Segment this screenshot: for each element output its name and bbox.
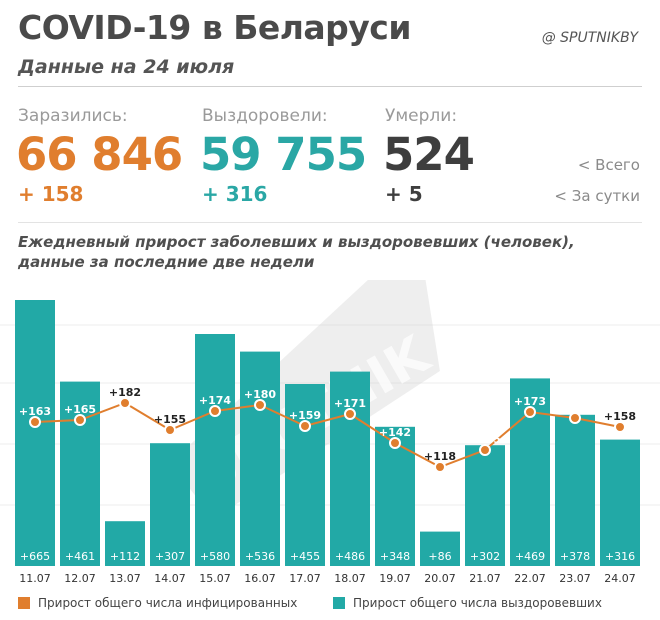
- infected-label: +163: [19, 405, 51, 418]
- recovered-bar: [60, 381, 100, 566]
- recovered-total: 59 755: [200, 128, 367, 181]
- recovered-label: +302: [470, 550, 500, 563]
- infected-point: [74, 414, 86, 426]
- header-divider: [18, 86, 642, 87]
- infected-point: [119, 397, 131, 409]
- infected-label: +155: [154, 413, 186, 426]
- recovered-label: +378: [560, 550, 590, 563]
- chart-title-line-1: Ежедневный прирост заболевших и выздоров…: [18, 233, 575, 251]
- infected-label: +158: [604, 410, 636, 423]
- x-tick-label: 14.07: [154, 572, 186, 585]
- died-total: 524: [383, 128, 475, 181]
- recovered-label: +580: [200, 550, 230, 563]
- recovered-label: +665: [20, 550, 50, 563]
- x-tick-label: 15.07: [199, 572, 231, 585]
- x-tick-label: 16.07: [244, 572, 276, 585]
- recovered-label: +307: [155, 550, 185, 563]
- recovered-bar: [150, 443, 190, 566]
- recovered-bar: [600, 439, 640, 566]
- recovered-bar: [465, 445, 505, 566]
- infected-label: +174: [199, 394, 232, 407]
- infected-point: [524, 406, 536, 418]
- x-tick-label: 11.07: [19, 572, 51, 585]
- legend-infected-label: Прирост общего числа инфицированных: [38, 596, 298, 610]
- daily-growth-chart: SPUTNIK+163+165+182+155+174+180+159+171+…: [0, 280, 660, 585]
- recovered-bar: [240, 351, 280, 566]
- recovered-bar: [555, 414, 595, 566]
- infected-point: [209, 405, 221, 417]
- infected-label: +180: [244, 388, 277, 401]
- recovered-label: +536: [245, 550, 275, 563]
- infected-label: +167: [559, 401, 591, 414]
- recovered-daily: + 316: [202, 182, 268, 206]
- infected-point: [29, 416, 41, 428]
- legend-infected: Прирост общего числа инфицированных: [18, 596, 297, 610]
- recovered-bar: [195, 334, 235, 566]
- x-tick-label: 21.07: [469, 572, 501, 585]
- recovered-bar: [105, 521, 145, 566]
- recovered-bar: [15, 300, 55, 566]
- recovered-label: +486: [335, 550, 365, 563]
- infected-label: +173: [514, 395, 546, 408]
- infected-label: Заразились:: [18, 106, 128, 126]
- legend-infected-swatch: [18, 597, 30, 609]
- infected-point: [434, 461, 446, 473]
- recovered-label: +86: [428, 550, 451, 563]
- infected-label: +118: [424, 450, 456, 463]
- legend-recovered: Прирост общего числа выздоровевших: [333, 596, 602, 610]
- recovered-label: +461: [65, 550, 95, 563]
- infected-point: [479, 444, 491, 456]
- infected-total: 66 846: [16, 128, 183, 181]
- infected-point: [614, 421, 626, 433]
- x-tick-label: 12.07: [64, 572, 96, 585]
- x-tick-label: 20.07: [424, 572, 456, 585]
- legend-recovered-label: Прирост общего числа выздоровевших: [353, 596, 602, 610]
- recovered-bar: [285, 384, 325, 566]
- infected-point: [389, 437, 401, 449]
- brand-handle[interactable]: @ SPUTNIKBY: [541, 30, 638, 46]
- died-daily: + 5: [385, 182, 423, 206]
- infected-label: +159: [289, 409, 321, 422]
- watermark-shape: [169, 280, 440, 519]
- died-label: Умерли:: [385, 106, 458, 126]
- recovered-label: +455: [290, 550, 320, 563]
- infected-point: [254, 399, 266, 411]
- infected-point: [569, 412, 581, 424]
- infected-label: +135: [469, 433, 501, 446]
- x-tick-label: 18.07: [334, 572, 366, 585]
- x-tick-label: 19.07: [379, 572, 411, 585]
- x-tick-label: 13.07: [109, 572, 141, 585]
- recovered-label: +112: [110, 550, 140, 563]
- infected-label: +165: [64, 403, 96, 416]
- recovered-label: +469: [515, 550, 545, 563]
- recovered-bar: [330, 371, 370, 566]
- infected-daily: + 158: [18, 182, 84, 206]
- x-tick-label: 24.07: [604, 572, 636, 585]
- note-daily: < За сутки: [554, 187, 640, 205]
- recovered-bar: [420, 531, 460, 566]
- note-total: < Всего: [577, 156, 640, 174]
- infected-line: [34, 401, 621, 469]
- infected-label: +171: [334, 397, 366, 410]
- stats-divider: [18, 222, 642, 223]
- page-subtitle: Данные на 24 июля: [18, 56, 235, 78]
- infected-label: +142: [379, 426, 411, 439]
- legend-recovered-swatch: [333, 597, 345, 609]
- x-tick-label: 22.07: [514, 572, 546, 585]
- infected-point: [164, 424, 176, 436]
- infected-point: [299, 420, 311, 432]
- chart-title-line-2: данные за последние две недели: [18, 253, 315, 271]
- infected-point: [344, 408, 356, 420]
- x-tick-label: 17.07: [289, 572, 321, 585]
- chart-title: Ежедневный прирост заболевших и выздоров…: [18, 232, 618, 272]
- infected-label: +182: [109, 386, 141, 399]
- recovered-label: +316: [605, 550, 635, 563]
- recovered-label: Выздоровели:: [202, 106, 328, 126]
- recovered-label: +348: [380, 550, 410, 563]
- x-tick-label: 23.07: [559, 572, 591, 585]
- page-title: COVID-19 в Беларуси: [18, 8, 411, 47]
